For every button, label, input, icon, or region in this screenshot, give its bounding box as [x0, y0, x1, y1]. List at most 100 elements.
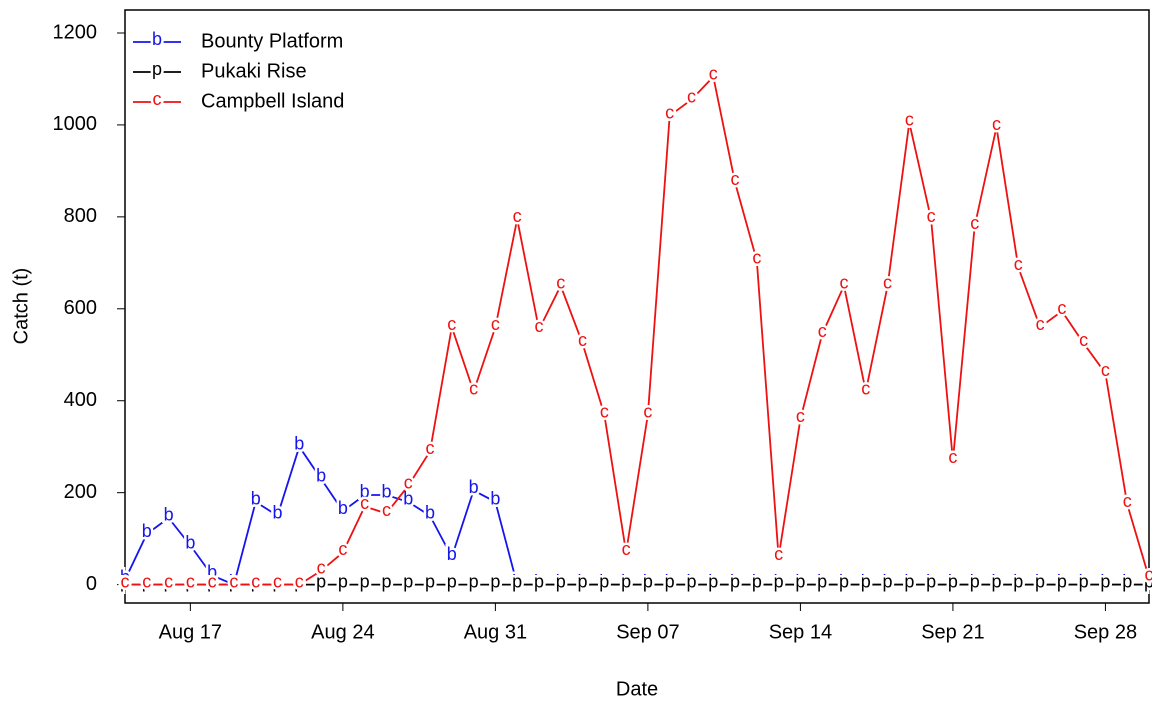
x-tick-label: Sep 07 [616, 621, 679, 643]
point-marker: c [426, 438, 435, 458]
y-tick-label: 1200 [53, 21, 98, 43]
point-marker: c [513, 206, 522, 226]
point-marker: b [490, 489, 500, 509]
point-marker: c [534, 316, 543, 336]
point-marker: p [795, 571, 805, 591]
plot-frame [124, 9, 1150, 604]
y-tick-label: 1000 [53, 113, 98, 135]
legend-label: Pukaki Rise [201, 60, 307, 82]
point-marker: p [817, 571, 827, 591]
point-marker: c [338, 539, 347, 559]
point-marker: c [600, 401, 609, 421]
point-marker: p [730, 571, 740, 591]
point-marker: c [992, 114, 1001, 134]
point-marker: b [1057, 571, 1067, 591]
point-marker: c [839, 273, 848, 293]
point-marker: p [469, 571, 479, 591]
point-marker: c [1036, 314, 1045, 334]
point-marker: b [730, 571, 740, 591]
point-marker: c [578, 330, 587, 350]
point-marker: p [599, 571, 609, 591]
point-marker: c [1057, 298, 1066, 318]
point-marker: p [883, 571, 893, 591]
point-marker: c [1079, 330, 1088, 350]
point-marker: p [948, 571, 958, 591]
point-marker: p [556, 571, 566, 591]
point-marker: b [338, 498, 348, 518]
point-marker: p [991, 571, 1001, 591]
point-marker: p [1079, 571, 1089, 591]
point-marker: b [273, 502, 283, 522]
point-marker: b [316, 466, 326, 486]
x-tick-label: Sep 28 [1074, 621, 1137, 643]
point-marker: b [643, 571, 653, 591]
point-marker: c [709, 63, 718, 83]
y-tick-label: 600 [64, 297, 97, 319]
point-marker: p [251, 571, 261, 591]
point-marker: b [904, 571, 914, 591]
point-marker: b [294, 433, 304, 453]
point-marker: b [164, 505, 174, 525]
y-tick-label: 400 [64, 389, 97, 411]
legend-marker: b [152, 29, 162, 49]
point-marker: p [686, 571, 696, 591]
point-marker: b [1035, 571, 1045, 591]
point-marker: p [1122, 571, 1132, 591]
point-marker: b [948, 571, 958, 591]
x-tick-label: Aug 31 [464, 621, 527, 643]
point-marker: b [817, 571, 827, 591]
point-marker: p [1013, 571, 1023, 591]
point-marker: b [403, 489, 413, 509]
point-marker: b [1144, 571, 1152, 591]
point-marker: c [883, 273, 892, 293]
point-marker: p [207, 571, 217, 591]
point-marker: c [273, 571, 282, 591]
point-marker: c [731, 169, 740, 189]
legend-marker: c [153, 89, 162, 109]
point-marker: p [1100, 571, 1110, 591]
point-marker: b [795, 571, 805, 591]
point-marker: p [185, 571, 195, 591]
point-marker: p [273, 571, 283, 591]
point-marker: p [447, 571, 457, 591]
point-marker: c [186, 571, 195, 591]
point-marker: p [316, 571, 326, 591]
point-marker: b [469, 477, 479, 497]
point-marker: c [208, 571, 217, 591]
point-marker: c [556, 273, 565, 293]
point-marker: b [599, 571, 609, 591]
point-marker: c [774, 544, 783, 564]
x-tick-label: Sep 21 [921, 621, 984, 643]
point-marker: b [926, 571, 936, 591]
point-marker: c [752, 247, 761, 267]
point-marker: b [251, 489, 261, 509]
point-marker: p [1144, 571, 1152, 591]
point-marker: c [382, 500, 391, 520]
point-marker: c [861, 378, 870, 398]
point-marker: p [403, 571, 413, 591]
point-marker: p [578, 571, 588, 591]
point-marker: c [164, 571, 173, 591]
point-marker: c [1101, 360, 1110, 380]
point-marker: b [861, 571, 871, 591]
point-marker: p [1035, 571, 1045, 591]
point-marker: c [469, 378, 478, 398]
point-marker: b [665, 571, 675, 591]
point-marker: p [1057, 571, 1067, 591]
x-tick-label: Aug 17 [159, 621, 222, 643]
point-marker: b [752, 571, 762, 591]
point-marker: p [229, 571, 239, 591]
point-marker: p [904, 571, 914, 591]
point-marker: b [1013, 571, 1023, 591]
point-marker: b [774, 571, 784, 591]
point-marker: p [360, 571, 370, 591]
y-tick-label: 800 [64, 205, 97, 227]
point-marker: c [317, 558, 326, 578]
point-marker: p [164, 571, 174, 591]
point-marker: b [207, 562, 217, 582]
y-axis-label: Catch (t) [10, 268, 32, 345]
point-marker: b [229, 571, 239, 591]
point-marker: b [1100, 571, 1110, 591]
